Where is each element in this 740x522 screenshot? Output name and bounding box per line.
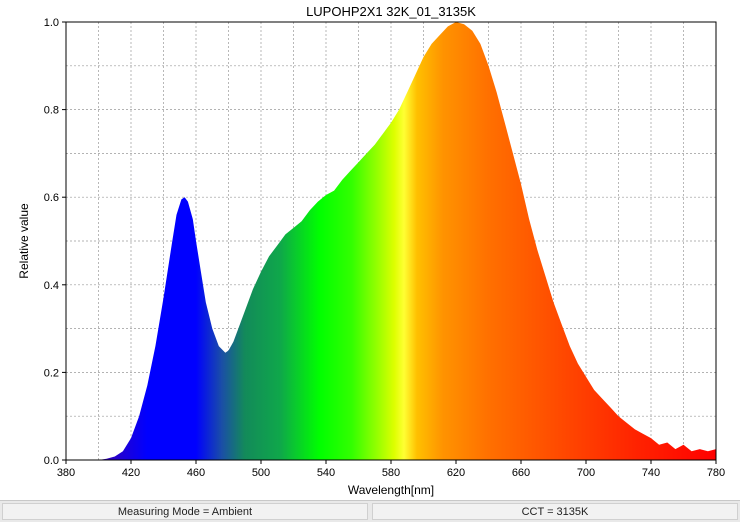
x-tick-label: 500 [252, 467, 270, 479]
y-axis-ticks: 0.0 0.2 0.4 0.6 0.8 1.0 [44, 17, 66, 467]
x-tick-label: 420 [122, 467, 140, 479]
x-axis-title: Wavelength[nm] [348, 483, 434, 497]
x-tick-label: 700 [577, 467, 595, 479]
y-tick-label: 1.0 [44, 17, 59, 29]
y-tick-label: 0.6 [44, 192, 59, 204]
y-axis-title: Relative value [17, 203, 31, 279]
y-tick-label: 0.8 [44, 105, 59, 117]
cct-status: CCT = 3135K [372, 503, 738, 520]
x-tick-label: 580 [382, 467, 400, 479]
status-bar: Measuring Mode = Ambient CCT = 3135K [0, 500, 740, 522]
y-tick-label: 0.2 [44, 367, 59, 379]
x-tick-label: 380 [57, 467, 75, 479]
x-axis-ticks: 380 420 460 500 540 580 620 660 700 740 780 [57, 460, 725, 479]
spectrum-chart: 380 420 460 500 540 580 620 660 700 740 780 0.0 0.2… [17, 17, 725, 497]
x-tick-label: 620 [447, 467, 465, 479]
measuring-mode-status: Measuring Mode = Ambient [2, 503, 368, 520]
chart-title: LUPOHP2X1 32K_01_3135K [306, 4, 476, 19]
y-tick-label: 0.0 [44, 455, 59, 467]
x-tick-label: 780 [707, 467, 725, 479]
spectrum-area [98, 22, 716, 460]
x-tick-label: 540 [317, 467, 335, 479]
x-tick-label: 460 [187, 467, 205, 479]
x-tick-label: 740 [642, 467, 660, 479]
x-tick-label: 660 [512, 467, 530, 479]
y-tick-label: 0.4 [44, 280, 59, 292]
